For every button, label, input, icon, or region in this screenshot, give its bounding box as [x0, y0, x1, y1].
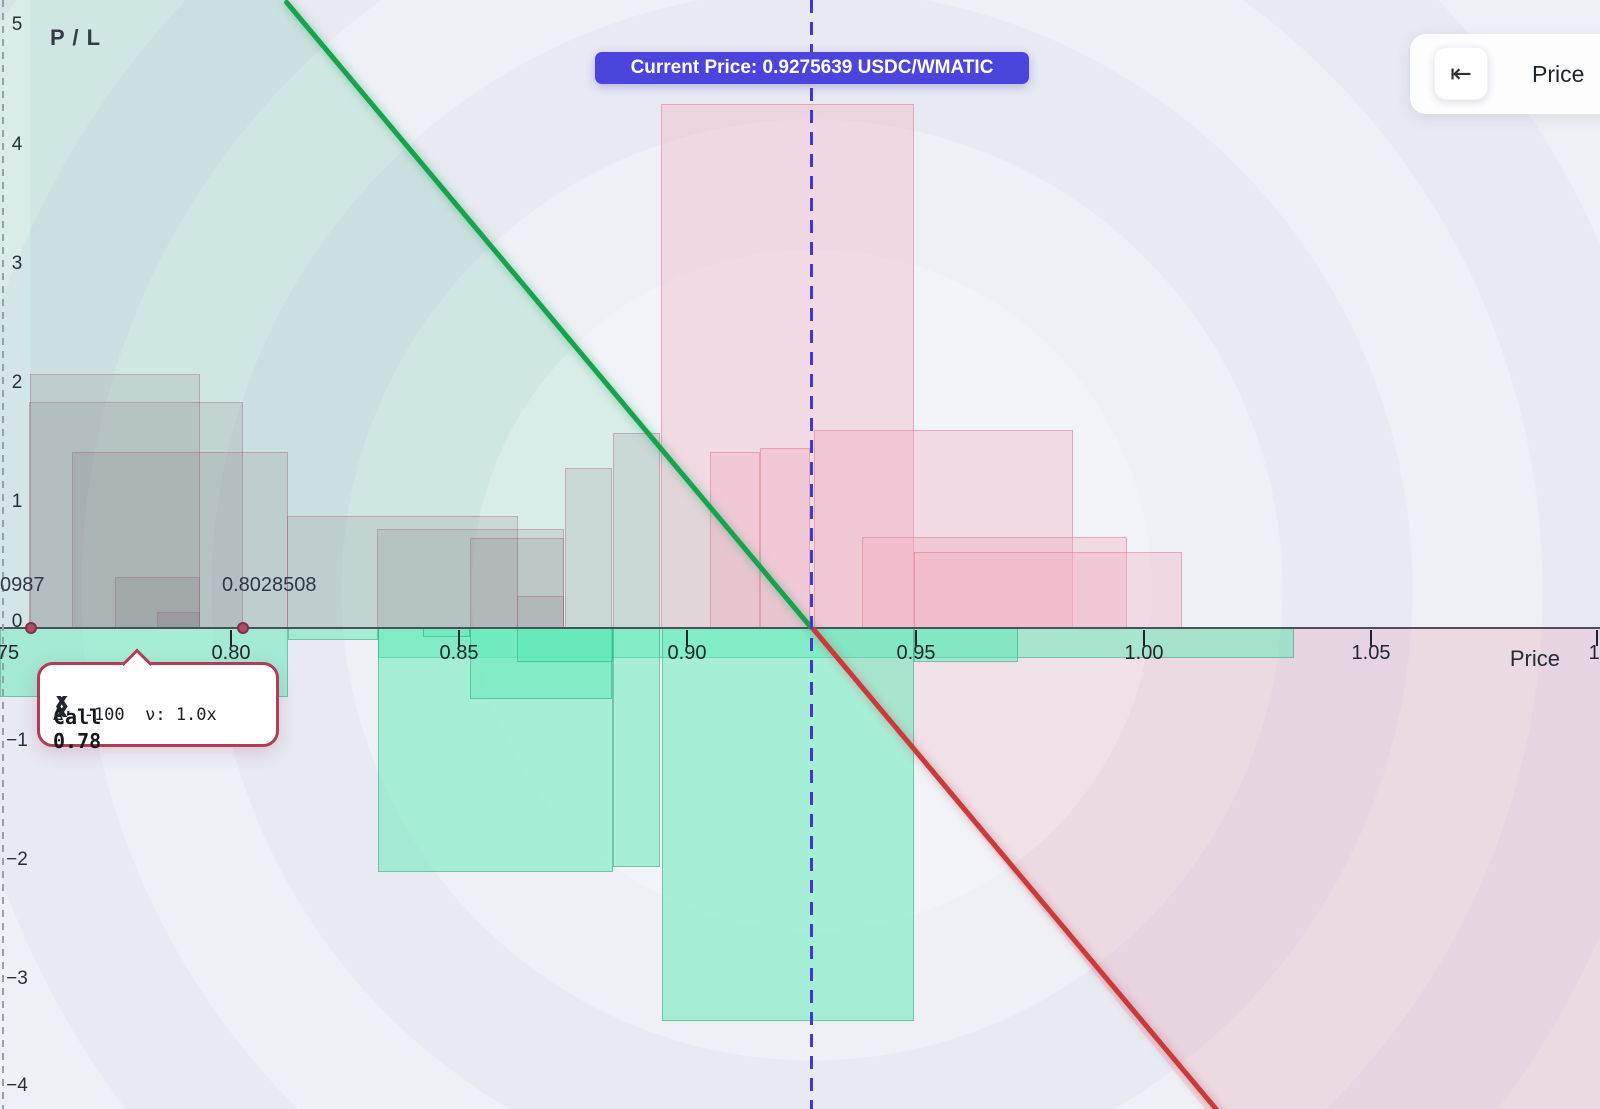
axis-mode-label: Price	[1532, 61, 1585, 87]
gray-liquidity-bar	[613, 433, 660, 628]
gray-liquidity-bar	[72, 452, 288, 628]
x-tick-mark	[1370, 630, 1372, 646]
teal-liquidity-bar	[517, 628, 613, 662]
strike-price-label: 0987	[0, 574, 45, 596]
strike-marker-dot[interactable]	[25, 622, 37, 634]
left-gutter-highlight	[0, 0, 30, 628]
position-title: Call 0.78	[53, 704, 102, 753]
current-price-dashed-line	[810, 0, 813, 1109]
position-greeks: Δ: -100 ν: 1.0x	[53, 704, 217, 725]
strike-marker-dot[interactable]	[237, 622, 249, 634]
teal-liquidity-bar	[423, 628, 470, 637]
x-tick-mark	[686, 630, 688, 646]
y-tick-label: 1	[11, 491, 23, 512]
strike-price-label: 0.8028508	[222, 574, 317, 596]
y-tick-label: 0	[11, 611, 23, 632]
prev-position-button[interactable]: ❮	[53, 692, 71, 717]
y-tick-label: 3	[11, 253, 23, 274]
x-tick-label: 0.90	[667, 642, 707, 664]
price-axis-label: Price	[1509, 646, 1560, 671]
next-position-button[interactable]: ❯	[53, 692, 71, 717]
pl-axis-label: P / L	[50, 25, 102, 50]
teal-liquidity-bar	[613, 628, 660, 867]
gray-liquidity-bar	[517, 596, 564, 628]
pink-liquidity-bar	[914, 552, 1182, 628]
y-tick-label: 5	[11, 14, 23, 35]
y-tick-label: −3	[6, 968, 28, 989]
pink-liquidity-bar	[814, 430, 1073, 628]
x-tick-label: 0.95	[896, 642, 936, 664]
y-tick-label: 4	[11, 134, 23, 155]
axis-collapse-button[interactable]: ⇤	[1434, 47, 1488, 100]
x-axis-line	[0, 627, 1600, 629]
position-tooltip[interactable]: ❮ Call 0.78 Δ: -100 ν: 1.0x ❯	[37, 648, 279, 753]
x-tick-mark	[1596, 630, 1598, 646]
x-tick-mark	[230, 630, 232, 646]
y-tick-label: 2	[11, 372, 23, 393]
x-tick-mark	[1143, 630, 1145, 646]
y-axis-dashed-line	[2, 0, 4, 1109]
y-tick-label: −2	[6, 849, 28, 870]
x-tick-label: 75	[0, 642, 20, 664]
teal-liquidity-bar	[288, 628, 378, 640]
pink-liquidity-bar	[661, 104, 914, 628]
gray-liquidity-bar	[470, 538, 564, 628]
x-tick-label: 1.00	[1124, 642, 1164, 664]
x-tick-label: 0.85	[439, 642, 479, 664]
x-tick-label: 0.80	[211, 642, 251, 664]
gray-liquidity-bar	[29, 402, 243, 628]
x-tick-label: 1.05	[1351, 642, 1391, 664]
axis-mode-card: ⇤ Price	[1410, 34, 1600, 114]
x-tick-label: 1.	[1588, 642, 1600, 664]
gray-liquidity-bar	[565, 468, 612, 628]
x-tick-mark	[458, 630, 460, 646]
teal-liquidity-bar	[914, 628, 1018, 662]
gray-liquidity-bar	[157, 612, 200, 628]
teal-liquidity-bar	[662, 628, 914, 1021]
gray-liquidity-bar	[115, 577, 200, 628]
y-tick-label: −1	[6, 730, 28, 751]
gray-liquidity-bar	[30, 374, 200, 628]
current-price-badge: Current Price: 0.9275639 USDC/WMATIC	[595, 52, 1029, 84]
x-tick-mark	[915, 630, 917, 646]
arrow-to-left-bar-icon: ⇤	[1450, 58, 1472, 89]
y-tick-label: −4	[6, 1075, 28, 1096]
